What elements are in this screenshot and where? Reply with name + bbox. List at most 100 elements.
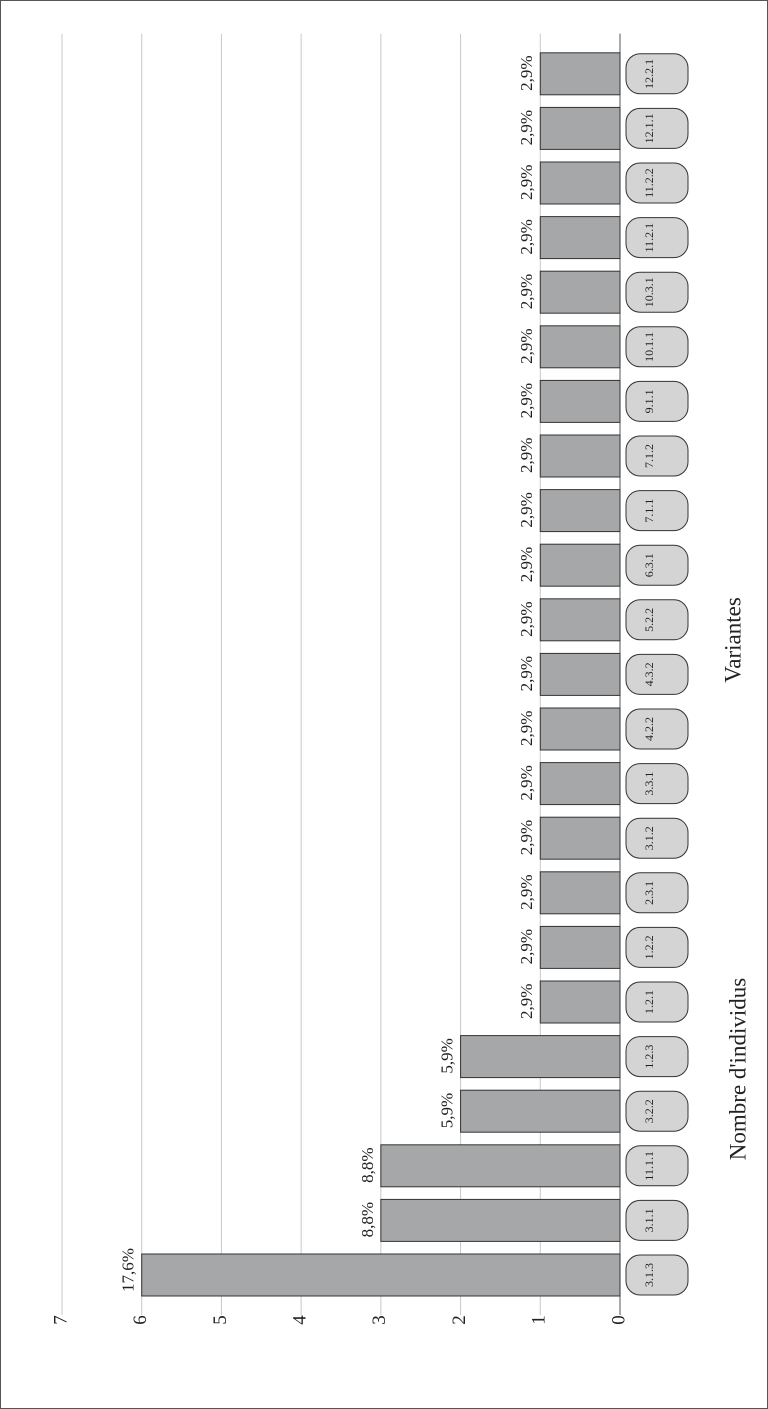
y-tick-label: 4 xyxy=(290,1315,311,1325)
vase-shape xyxy=(625,490,689,532)
y-tick-label: 1 xyxy=(529,1315,550,1325)
share-label: 2,9% xyxy=(517,656,536,691)
vase-shape xyxy=(625,326,689,368)
vase-shape xyxy=(625,653,689,695)
x-tick-label: 3.2.2 xyxy=(642,1099,656,1123)
x-tick-label: 3.1.2 xyxy=(642,826,656,850)
share-label: 2,9% xyxy=(517,547,536,582)
x-tick-label: 3.1.3 xyxy=(642,1263,656,1287)
x-tick-label: 7.1.2 xyxy=(642,444,656,468)
bar xyxy=(460,1035,621,1079)
bar xyxy=(539,270,621,314)
vase-shape xyxy=(625,926,689,968)
bar xyxy=(141,1253,621,1297)
vase-shape xyxy=(625,599,689,641)
share-label: 2,9% xyxy=(517,874,536,909)
y-tick-label: 5 xyxy=(210,1315,231,1325)
bar xyxy=(539,106,621,150)
x-tick-label: 11.2.2 xyxy=(642,168,656,198)
bar xyxy=(539,652,621,696)
x-tick-label: 3.3.1 xyxy=(642,772,656,796)
vase-shape xyxy=(625,435,689,477)
x-tick-label: 7.1.1 xyxy=(642,499,656,523)
x-tick-label: 4.2.2 xyxy=(642,717,656,741)
bar xyxy=(539,379,621,423)
x-tick-label: 1.2.1 xyxy=(642,990,656,1014)
y-tick-label: 2 xyxy=(449,1315,470,1325)
x-tick-label: 4.3.2 xyxy=(642,662,656,686)
y-tick-label: 6 xyxy=(130,1315,151,1325)
bar xyxy=(539,816,621,860)
vase-shape xyxy=(625,817,689,859)
vase-shape xyxy=(625,1145,689,1187)
share-label: 2,9% xyxy=(517,492,536,527)
share-label: 2,9% xyxy=(517,765,536,800)
y-tick-label: 7 xyxy=(50,1315,71,1325)
vase-shape xyxy=(625,981,689,1023)
y-tick-label: 0 xyxy=(608,1315,629,1325)
x-tick-label: 10.1.1 xyxy=(642,332,656,362)
vase-shape xyxy=(625,1090,689,1132)
share-label: 2,9% xyxy=(517,219,536,254)
bar xyxy=(539,489,621,533)
share-label: 2,9% xyxy=(517,438,536,473)
share-label: 2,9% xyxy=(517,383,536,418)
y-tick-label: 3 xyxy=(369,1315,390,1325)
bar xyxy=(539,762,621,806)
bar xyxy=(539,216,621,260)
share-label: 5,9% xyxy=(437,1093,456,1128)
share-label: 2,9% xyxy=(517,328,536,363)
bar xyxy=(539,543,621,587)
share-label: 5,9% xyxy=(437,1038,456,1073)
share-label: 2,9% xyxy=(517,601,536,636)
x-tick-label: 12.2.1 xyxy=(642,59,656,89)
share-label: 2,9% xyxy=(517,55,536,90)
bar xyxy=(539,707,621,751)
bar xyxy=(539,980,621,1024)
rotated-chart: Nombre d'individus 0 1 2 3 4 5 6 7 17,6% 3.1.3 8,8… xyxy=(50,33,750,1325)
x-tick-label: 5.2.2 xyxy=(642,608,656,632)
x-tick-label: 11.1.1 xyxy=(642,1151,656,1181)
x-tick-label: 9.1.1 xyxy=(642,389,656,413)
bar xyxy=(539,161,621,205)
vase-shape xyxy=(625,872,689,914)
bar xyxy=(539,52,621,96)
vase-shape xyxy=(625,107,689,149)
x-axis-title: Variantes xyxy=(720,597,745,683)
vase-shape xyxy=(625,708,689,750)
bar xyxy=(380,1198,621,1242)
vase-shape xyxy=(625,53,689,95)
y-axis-title: Nombre d'individus xyxy=(725,978,750,1160)
share-label: 17,6% xyxy=(119,1248,138,1292)
x-tick-label: 11.2.1 xyxy=(642,223,656,253)
vase-shape xyxy=(625,380,689,422)
x-tick-label: 12.1.1 xyxy=(642,113,656,143)
vase-shape xyxy=(625,763,689,805)
x-tick-label: 2.3.1 xyxy=(642,881,656,905)
share-label: 2,9% xyxy=(517,711,536,746)
vase-shape xyxy=(625,544,689,586)
bar xyxy=(460,1089,621,1133)
bar xyxy=(539,434,621,478)
x-tick-label: 6.3.1 xyxy=(642,553,656,577)
share-label: 2,9% xyxy=(517,984,536,1019)
share-label: 2,9% xyxy=(517,929,536,964)
share-label: 8,8% xyxy=(358,1202,377,1237)
x-tick-label: 1.2.3 xyxy=(642,1045,656,1069)
vase-shape xyxy=(625,1254,689,1296)
vase-shape xyxy=(625,1199,689,1241)
bar xyxy=(539,598,621,642)
share-label: 8,8% xyxy=(358,1147,377,1182)
share-label: 2,9% xyxy=(517,165,536,200)
vase-shape xyxy=(625,162,689,204)
vase-shape xyxy=(625,1036,689,1078)
x-tick-label: 10.3.1 xyxy=(642,277,656,307)
bar xyxy=(539,871,621,915)
share-label: 2,9% xyxy=(517,274,536,309)
x-tick-label: 1.2.2 xyxy=(642,935,656,959)
bar xyxy=(539,925,621,969)
bar xyxy=(380,1144,621,1188)
vase-shape xyxy=(625,217,689,259)
